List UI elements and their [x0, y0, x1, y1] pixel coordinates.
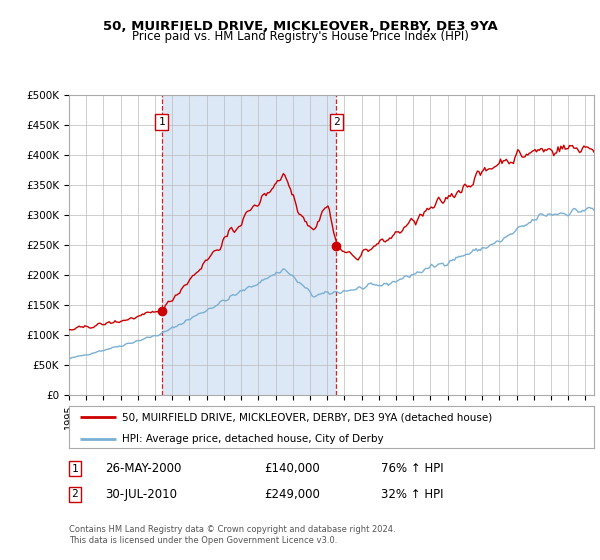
Text: 32% ↑ HPI: 32% ↑ HPI [381, 488, 443, 501]
Text: 1: 1 [71, 464, 79, 474]
Text: HPI: Average price, detached house, City of Derby: HPI: Average price, detached house, City… [121, 434, 383, 444]
Text: 2: 2 [333, 117, 340, 127]
Bar [337, 95, 594, 395]
Text: 50, MUIRFIELD DRIVE, MICKLEOVER, DERBY, DE3 9YA (detached house): 50, MUIRFIELD DRIVE, MICKLEOVER, DERBY, … [121, 412, 492, 422]
Text: 50, MUIRFIELD DRIVE, MICKLEOVER, DERBY, DE3 9YA: 50, MUIRFIELD DRIVE, MICKLEOVER, DERBY, … [103, 20, 497, 32]
Text: 30-JUL-2010: 30-JUL-2010 [105, 488, 177, 501]
Text: 26-MAY-2000: 26-MAY-2000 [105, 462, 181, 475]
Text: 2: 2 [71, 489, 79, 500]
Text: Price paid vs. HM Land Registry's House Price Index (HPI): Price paid vs. HM Land Registry's House … [131, 30, 469, 43]
Text: Contains HM Land Registry data © Crown copyright and database right 2024.
This d: Contains HM Land Registry data © Crown c… [69, 525, 395, 545]
Bar [161, 95, 337, 395]
Bar [69, 95, 161, 395]
Text: 1: 1 [158, 117, 165, 127]
Text: £140,000: £140,000 [264, 462, 320, 475]
Text: 76% ↑ HPI: 76% ↑ HPI [381, 462, 443, 475]
Text: £249,000: £249,000 [264, 488, 320, 501]
